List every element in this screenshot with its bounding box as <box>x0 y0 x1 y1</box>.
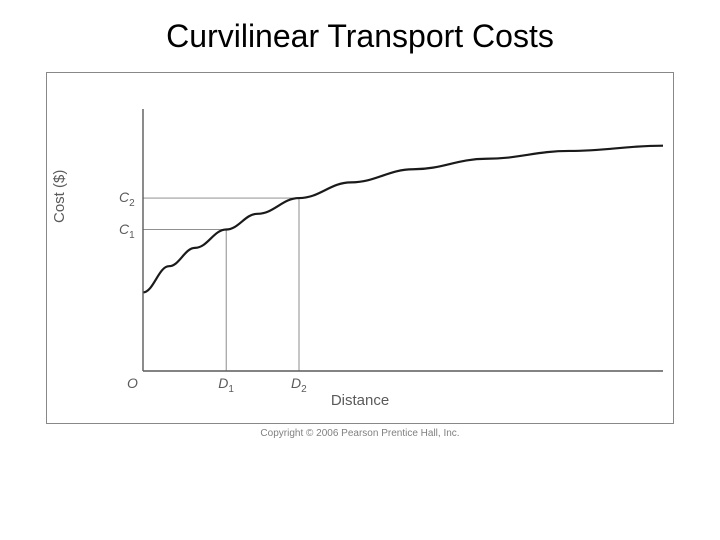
chart-plot-area <box>143 109 663 371</box>
x-axis-label: Distance <box>47 392 673 409</box>
chart-frame: Cost ($) OD1C1D2C2 Distance <box>46 72 674 424</box>
chart-svg <box>143 109 663 371</box>
y-axis-label: Cost ($) <box>51 170 68 223</box>
y-tick-label-1: C2 <box>119 189 135 209</box>
page-title: Curvilinear Transport Costs <box>0 0 720 55</box>
origin-label: O <box>127 375 138 391</box>
copyright-text: Copyright © 2006 Pearson Prentice Hall, … <box>0 428 720 439</box>
y-tick-label-0: C1 <box>119 221 135 241</box>
